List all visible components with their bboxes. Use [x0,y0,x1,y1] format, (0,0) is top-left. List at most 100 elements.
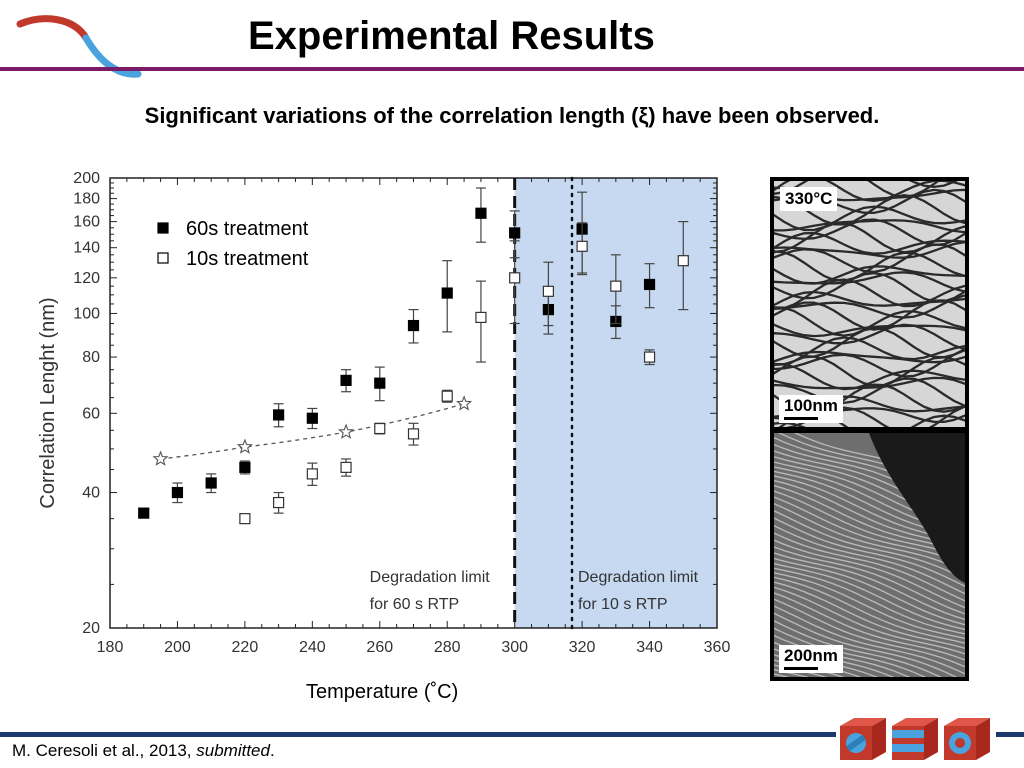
fingerprint-stripe [774,350,965,364]
fit-curve [160,403,465,460]
degradation-limit-label: Degradation limit [370,569,491,586]
fingerprint-stripe [774,219,965,234]
lamellae-stripe [774,576,965,644]
legend-label: 10s treatment [186,248,309,270]
y-tick-label: 180 [73,191,100,208]
fingerprint-stripe [774,222,965,254]
fingerprint-stripe [774,231,965,255]
lamellae-stripe [774,539,965,609]
fingerprint-stripe [774,405,965,427]
fingerprint-stripe [774,376,965,390]
lamellae-stripe [774,562,965,631]
x-tick-label: 340 [636,639,663,656]
x-tick-label: 220 [232,639,259,656]
point-10s [340,461,352,473]
lamellae-stripe [774,612,958,677]
lamellae-stripe [774,605,965,675]
lamellae-stripe [774,502,965,573]
legend-marker [157,252,169,264]
point-10s [576,240,588,252]
citation-status: submitted [196,741,270,760]
lamellae-stripe [774,572,965,640]
fingerprint-stripe [774,243,965,274]
fingerprint-stripe [774,241,965,259]
y-axis-label: Correlation Lenght (nm) [37,297,59,508]
citation-text: M. Ceresoli et al., 2013, [12,741,197,760]
x-tick-label: 180 [97,639,124,656]
point-60s [273,409,285,421]
lamellae-stripe [774,496,965,566]
point-10s [542,285,554,297]
x-tick-label: 200 [164,639,191,656]
star-point [337,423,355,439]
point-10s [610,280,622,292]
scale-bar-top-line [784,417,818,420]
scale-bar-top: 100nm [779,395,843,423]
y-tick-label: 40 [82,485,100,502]
point-60s [407,319,420,332]
point-10s [475,311,487,324]
lamellae-stripe [774,668,809,677]
citation-period: . [269,741,275,760]
footer-bar-right [996,732,1024,737]
x-tick-label: 320 [569,639,596,656]
title-divider [0,67,1024,71]
y-tick-label: 60 [82,405,100,422]
lamellae-stripe [774,592,965,661]
point-10s [509,272,521,284]
fingerprint-stripe [774,181,941,199]
cubes-logo-icon [840,718,990,760]
slide-subtitle: Significant variations of the correlatio… [144,103,880,128]
lamellae-stripe [774,627,927,677]
point-60s [340,374,352,386]
correlation-length-chart: 180 200 220 240 260 280 300 320 340 360 20 40 60 80 10… [37,170,731,656]
point-60s [643,278,656,291]
shaded-region [514,178,717,628]
legend-label: 60s treatment [186,218,309,240]
lamellae-stripe [774,581,965,650]
point-60s [171,486,184,499]
y-tick-label: 120 [73,270,100,287]
citation: M. Ceresoli et al., 2013, submitted. [12,741,275,761]
scale-bar-bottom-label: 200nm [784,646,838,665]
point-10s [306,468,318,480]
lamellae-stripe [774,598,965,668]
fingerprint-stripe [774,377,965,407]
lamellae-stripe [774,557,965,626]
point-10s [441,390,453,402]
lamellae-stripe [774,524,965,595]
fingerprint-stripe [774,323,965,338]
point-60s [509,227,521,239]
lamellae-stripe [774,546,965,615]
micrograph-top: 330°C 100nm [774,181,965,427]
degradation-limit-label: for 60 s RTP [370,596,460,613]
fingerprint-stripe [774,363,965,391]
point-10s [374,422,386,435]
x-tick-label: 260 [366,639,393,656]
point-10s [643,351,656,363]
point-60s [138,507,150,519]
micrograph-temperature-label: 330°C [780,187,838,211]
lamellae-stripe [774,586,965,655]
point-60s [205,477,217,489]
scale-bar-top-label: 100nm [784,396,838,415]
degradation-limit-label: Degradation limit [578,569,699,586]
point-10s [677,255,689,267]
point-10s [273,496,285,509]
x-axis-label: Temperature (˚C) [306,681,459,703]
page-title: Experimental Results [248,14,655,58]
y-tick-label: 160 [73,214,100,231]
point-60s [239,461,251,473]
x-tick-label: 360 [704,639,731,656]
x-tick-label: 300 [501,639,528,656]
fingerprint-stripe [774,323,965,351]
lamellae-stripe [774,532,965,602]
lamellae-stripe [774,517,965,587]
fingerprint-stripe [774,349,965,378]
fingerprint-stripe [774,250,965,282]
point-60s [374,377,386,389]
y-tick-label: 80 [82,349,100,366]
logo-icon [16,15,142,78]
scale-bar-bottom-line [784,667,818,670]
point-60s [475,207,487,219]
